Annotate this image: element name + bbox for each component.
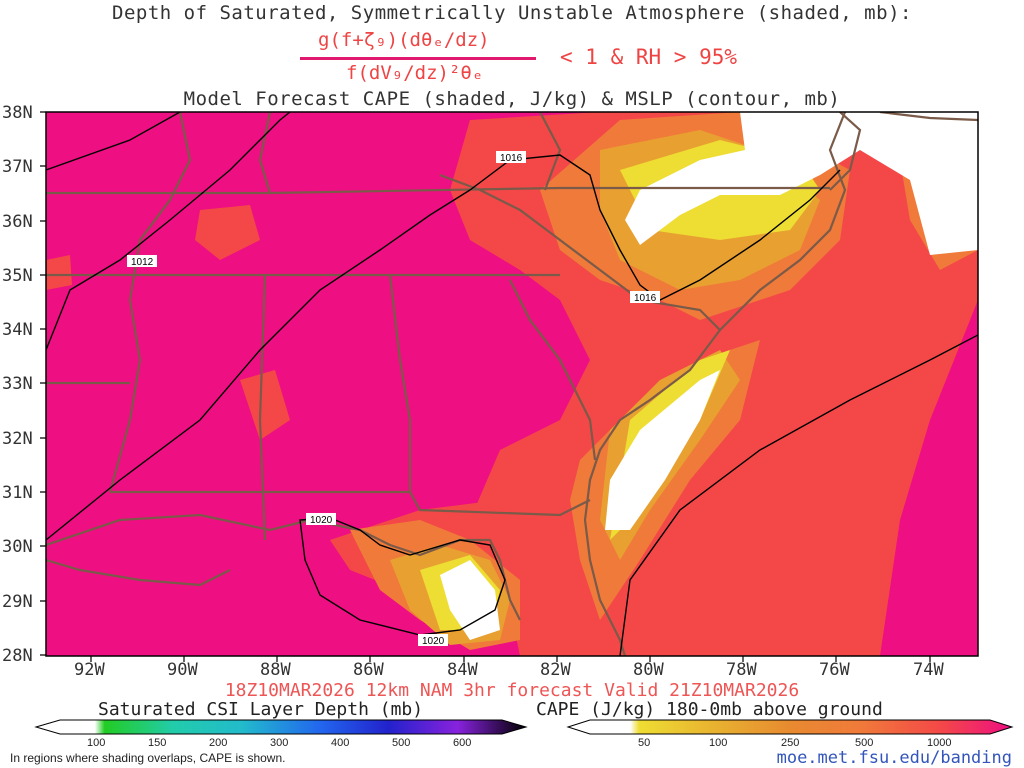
lon-label-74w: 74W xyxy=(913,660,944,680)
csi-formula-numerator: g(f+ζ₉)(dθₑ/dz) xyxy=(318,29,490,51)
formula-fraction-bar xyxy=(300,57,536,60)
credit-url: moe.met.fsu.edu/banding xyxy=(776,748,1012,768)
csi-tick-500: 500 xyxy=(392,737,411,749)
lat-label-37n: 37N xyxy=(2,157,33,177)
lon-label-90w: 90W xyxy=(167,660,198,680)
lat-label-29n: 29N xyxy=(2,592,33,612)
csi-tick-200: 200 xyxy=(209,737,228,749)
lon-label-82w: 82W xyxy=(540,660,571,680)
map-title-line1: Depth of Saturated, Symmetrically Unstab… xyxy=(112,2,912,24)
forecast-valid-subtitle: 18Z10MAR2026 12km NAM 3hr forecast Valid… xyxy=(224,680,800,701)
cape-tick-50: 50 xyxy=(638,737,651,749)
lat-label-31n: 31N xyxy=(2,483,33,503)
lon-label-84w: 84W xyxy=(447,660,478,680)
lon-label-88w: 88W xyxy=(260,660,291,680)
cape-tick-1000: 1000 xyxy=(927,737,952,749)
csi-colorbar-title: Saturated CSI Layer Depth (mb) xyxy=(98,699,424,720)
csi-tick-150: 150 xyxy=(148,737,167,749)
mslp-isobars xyxy=(46,112,978,656)
csi-tick-600: 600 xyxy=(453,737,472,749)
overlap-footnote: In regions where shading overlaps, CAPE … xyxy=(10,751,286,765)
lat-label-32n: 32N xyxy=(2,429,33,449)
lat-label-33n: 33N xyxy=(2,374,33,394)
csi-colorbar xyxy=(34,719,528,735)
lon-label-80w: 80W xyxy=(633,660,664,680)
state-boundaries xyxy=(46,112,978,656)
isobar-label-1016-east: 1016 xyxy=(634,293,657,304)
cape-tick-250: 250 xyxy=(781,737,800,749)
lon-label-92w: 92W xyxy=(74,660,105,680)
lat-label-35n: 35N xyxy=(2,266,33,286)
map-title-line3: Model Forecast CAPE (shaded, J/kg) & MSL… xyxy=(183,88,841,110)
lat-label-38n: 38N xyxy=(2,103,33,123)
lon-label-76w: 76W xyxy=(819,660,850,680)
lat-label-36n: 36N xyxy=(2,212,33,232)
isobar-label-1020-west: 1020 xyxy=(310,515,333,526)
axis-ticks xyxy=(40,111,931,662)
csi-formula-condition: < 1 & RH > 95% xyxy=(560,45,738,69)
lat-label-34n: 34N xyxy=(2,320,33,340)
cape-tick-500: 500 xyxy=(855,737,874,749)
isobar-labels: 1012 1016 1016 1020 1020 xyxy=(127,151,660,647)
lat-label-30n: 30N xyxy=(2,537,33,557)
map-frame xyxy=(45,111,979,657)
cape-shading xyxy=(46,112,978,656)
cape-colorbar xyxy=(566,719,1014,735)
lon-label-86w: 86W xyxy=(353,660,384,680)
cape-colorbar-title: CAPE (J/kg) 180-0mb above ground xyxy=(536,699,883,720)
isobar-label-1020-south: 1020 xyxy=(422,636,445,647)
csi-tick-300: 300 xyxy=(270,737,289,749)
csi-tick-400: 400 xyxy=(331,737,350,749)
lon-label-78w: 78W xyxy=(726,660,757,680)
csi-tick-100: 100 xyxy=(87,737,106,749)
isobar-label-1016-north: 1016 xyxy=(500,153,523,164)
cape-tick-100: 100 xyxy=(709,737,728,749)
isobar-label-1012: 1012 xyxy=(131,257,154,268)
csi-formula-denominator: f(dV₉/dz)²θₑ xyxy=(346,62,484,84)
lat-label-28n: 28N xyxy=(2,646,33,666)
